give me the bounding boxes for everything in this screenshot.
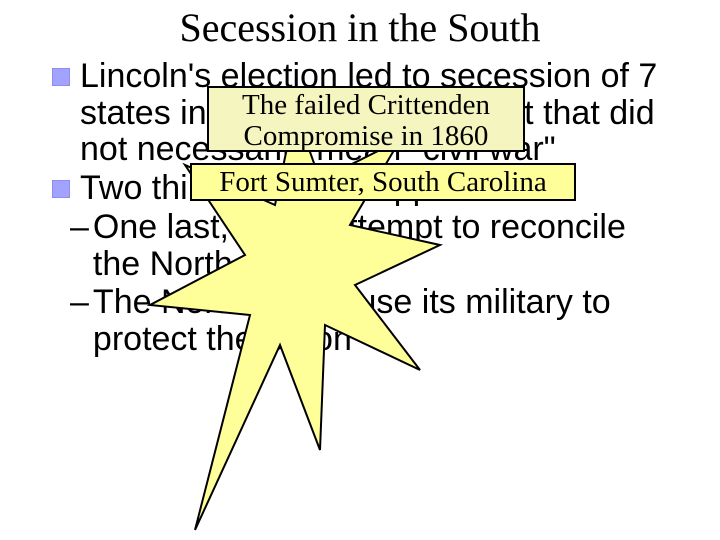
bullet-sub-item: – One last, failed attempt to reconcile … (70, 209, 672, 282)
callout-line: Compromise in 1860 (217, 121, 515, 152)
callout-sumter: Fort Sumter, South Carolina (190, 163, 576, 201)
square-bullet-icon (52, 68, 70, 86)
callout-line: The failed Crittenden (217, 90, 515, 121)
slide-title: Secession in the South (0, 4, 720, 51)
callout-line: Fort Sumter, South Carolina (200, 167, 566, 198)
dash-bullet-icon: – (70, 284, 89, 321)
dash-bullet-icon: – (70, 209, 89, 246)
bullet-text: One last, failed attempt to reconcile th… (93, 209, 672, 282)
square-bullet-icon (52, 180, 70, 198)
bullet-sub-item: – The North had to use its military to p… (70, 284, 672, 357)
slide: Secession in the South Lincoln's electio… (0, 0, 720, 540)
bullet-text: The North had to use its military to pro… (93, 284, 672, 357)
callout-crittenden: The failed Crittenden Compromise in 1860 (207, 86, 525, 152)
